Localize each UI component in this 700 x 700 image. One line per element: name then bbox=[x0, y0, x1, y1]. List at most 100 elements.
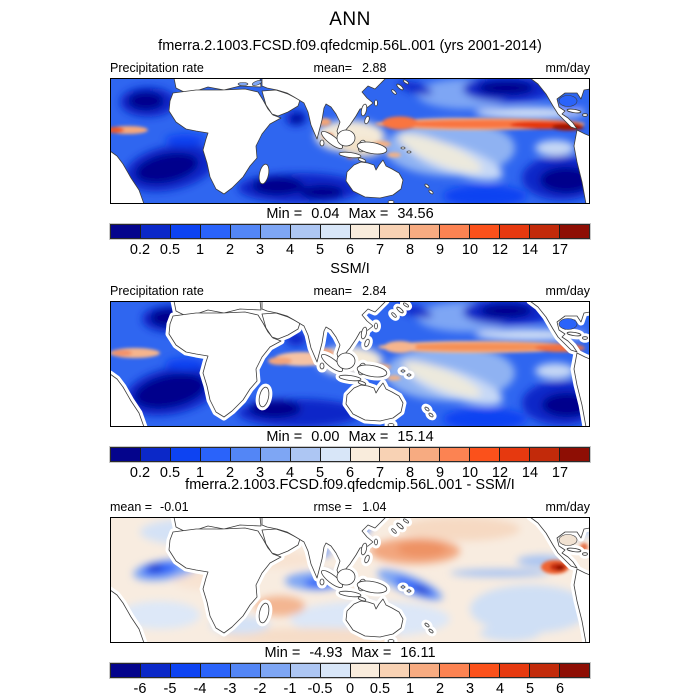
colorbar-segment bbox=[169, 664, 200, 677]
min-label: Min = bbox=[266, 429, 303, 445]
colorbar-tick-label: -5 bbox=[163, 681, 177, 697]
diff-hotspots bbox=[541, 543, 588, 574]
panel-diff-title: fmerra.2.1003.FCSD.f09.qfedcmip.56L.001 … bbox=[185, 477, 515, 493]
units-label: mm/day bbox=[545, 61, 590, 75]
panel-diff: fmerra.2.1003.FCSD.f09.qfedcmip.56L.001 … bbox=[110, 477, 590, 698]
colorbar-segment bbox=[379, 225, 410, 238]
min-value: 0.00 bbox=[311, 429, 340, 445]
ocean-art bbox=[124, 301, 590, 427]
colorbar-segment bbox=[409, 225, 440, 238]
panel-model-header: Precipitation rate mean= 2.88 mm/day bbox=[110, 59, 590, 75]
colorbar-segment bbox=[199, 448, 230, 461]
panel-model-title: fmerra.2.1003.FCSD.f09.qfedcmip.56L.001 … bbox=[158, 38, 542, 54]
mean-value: 2.84 bbox=[362, 284, 387, 298]
mean-label: mean= bbox=[313, 61, 353, 75]
colorbar-segment bbox=[469, 448, 500, 461]
colorbar-tick-label: 10 bbox=[461, 242, 479, 258]
colorbar-model-ticks: 0.2 0.5 1 2 3 4 5 6 7 8 9 10 12 14 17 bbox=[110, 241, 590, 259]
colorbar-tick-label: 17 bbox=[551, 242, 569, 258]
map-model bbox=[110, 78, 590, 204]
colorbar-segment bbox=[199, 225, 230, 238]
colorbar-segment bbox=[529, 225, 560, 238]
mean-label: mean = bbox=[110, 500, 153, 514]
colorbar-diff bbox=[110, 663, 590, 678]
colorbar-segment bbox=[439, 225, 470, 238]
colorbar-tick-label: 12 bbox=[491, 242, 509, 258]
map-model-svg bbox=[110, 78, 590, 204]
rmse-label: rmse = bbox=[313, 500, 353, 514]
colorbar-segment bbox=[319, 448, 350, 461]
colorbar-tick-label: 9 bbox=[435, 465, 445, 481]
colorbar-segment bbox=[289, 664, 320, 677]
colorbar-segment bbox=[409, 664, 440, 677]
colorbar-tick-label: 10 bbox=[461, 465, 479, 481]
colorbar-tick-label: -2 bbox=[253, 681, 267, 697]
colorbar-obs-ticks: 0.2 0.5 1 2 3 4 5 6 7 8 9 10 12 14 17 bbox=[110, 464, 590, 482]
inland-seas bbox=[558, 534, 578, 546]
colorbar-tick-label: 8 bbox=[405, 242, 415, 258]
mean-label: mean= bbox=[313, 284, 353, 298]
max-label: Max = bbox=[351, 645, 392, 661]
colorbar-segment bbox=[229, 225, 260, 238]
max-value: 34.56 bbox=[397, 206, 434, 222]
colorbar-tick-label: 5 bbox=[525, 681, 535, 697]
colorbar-segment bbox=[559, 448, 589, 461]
inland-seas bbox=[558, 318, 578, 330]
colorbar-tick-label: 9 bbox=[435, 242, 445, 258]
map-obs-svg bbox=[110, 301, 590, 427]
min-value: 0.04 bbox=[311, 206, 340, 222]
min-value: -4.93 bbox=[309, 645, 343, 661]
colorbar-segment bbox=[499, 225, 530, 238]
max-label: Max = bbox=[348, 429, 389, 445]
colorbar-tick-label: 4 bbox=[285, 465, 295, 481]
mean-value: 2.88 bbox=[362, 61, 387, 75]
colorbar-tick-label: 0.5 bbox=[159, 242, 181, 258]
max-value: 15.14 bbox=[397, 429, 434, 445]
colorbar-tick-label: 3 bbox=[255, 242, 265, 258]
panel-obs-stats: Min = 0.00 Max = 15.14 bbox=[110, 427, 590, 447]
colorbar-segment bbox=[289, 225, 320, 238]
colorbar-tick-label: 12 bbox=[491, 465, 509, 481]
colorbar-segment bbox=[229, 664, 260, 677]
colorbar-segment bbox=[379, 448, 410, 461]
colorbar-tick-label: 5 bbox=[315, 242, 325, 258]
panel-obs-title: SSM/I bbox=[330, 261, 370, 277]
colorbar-diff-ticks: -6 -5 -4 -3 -2 -1 -0.5 0 0.5 1 2 3 4 5 6 bbox=[110, 680, 590, 698]
colorbar-segment bbox=[259, 664, 290, 677]
colorbar-tick-label: -1 bbox=[283, 681, 297, 697]
max-label: Max = bbox=[348, 206, 389, 222]
colorbar-segment bbox=[319, 664, 350, 677]
colorbar-tick-label: 0.5 bbox=[159, 465, 181, 481]
max-value: 16.11 bbox=[400, 645, 436, 661]
colorbar-tick-label: 2 bbox=[435, 681, 445, 697]
colorbar-tick-label: 0.5 bbox=[369, 681, 391, 697]
colorbar-tick-label: -0.5 bbox=[307, 681, 333, 697]
colorbar-obs bbox=[110, 447, 590, 462]
colorbar-segment bbox=[169, 225, 200, 238]
colorbar-segment bbox=[439, 448, 470, 461]
colorbar-segment bbox=[349, 225, 380, 238]
units-label: mm/day bbox=[545, 500, 590, 514]
colorbar-segment bbox=[229, 448, 260, 461]
mean-value: -0.01 bbox=[160, 500, 189, 514]
colorbar-segment bbox=[289, 448, 320, 461]
map-frame bbox=[110, 517, 590, 643]
colorbar-segment bbox=[499, 448, 530, 461]
colorbar-segment bbox=[111, 225, 140, 238]
colorbar-segment bbox=[111, 448, 140, 461]
colorbar-tick-label: 1 bbox=[405, 681, 415, 697]
colorbar-segment bbox=[409, 448, 440, 461]
rmse-value: 1.04 bbox=[362, 500, 387, 514]
min-label: Min = bbox=[266, 206, 303, 222]
colorbar-segment bbox=[349, 664, 380, 677]
map-diff-svg bbox=[110, 517, 590, 643]
colorbar-tick-label: 14 bbox=[521, 242, 539, 258]
colorbar-tick-label: 4 bbox=[495, 681, 505, 697]
panel-model: fmerra.2.1003.FCSD.f09.qfedcmip.56L.001 … bbox=[110, 38, 590, 259]
colorbar-tick-label: 14 bbox=[521, 465, 539, 481]
colorbar-tick-label: -6 bbox=[133, 681, 147, 697]
colorbar-tick-label: 0.2 bbox=[129, 465, 151, 481]
figure-title: ANN bbox=[329, 9, 371, 30]
colorbar-segment bbox=[139, 664, 170, 677]
panel-obs: SSM/I Precipitation rate mean= 2.84 mm/d… bbox=[110, 261, 590, 482]
